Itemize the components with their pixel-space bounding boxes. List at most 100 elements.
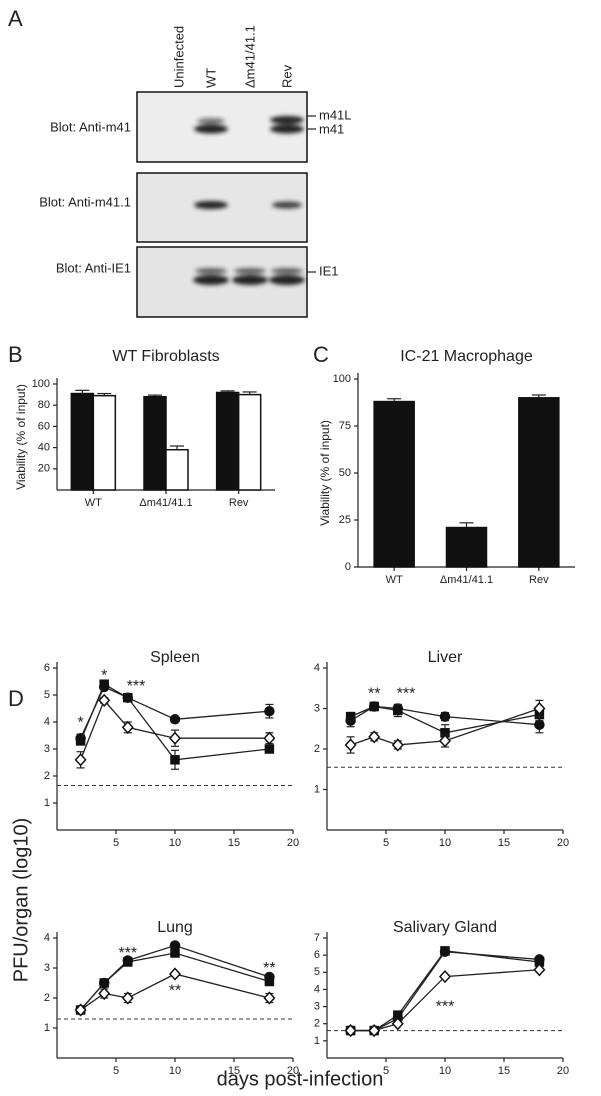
bar [70, 392, 95, 491]
x-tick-label: Δm41/41.1 [440, 574, 493, 586]
y-tick-label: 40 [38, 442, 50, 454]
y-tick-label: 100 [333, 373, 351, 385]
marker [263, 991, 276, 1005]
y-tick-label: 3 [314, 1000, 320, 1012]
marker [264, 744, 275, 754]
marker [170, 755, 180, 765]
significance: *** [118, 945, 137, 962]
y-tick-label: 5 [314, 966, 320, 978]
y-tick-label: 1 [44, 797, 50, 809]
band [272, 201, 302, 209]
marker [393, 705, 403, 716]
y-tick-label: 2 [314, 743, 320, 755]
band [197, 118, 225, 124]
band [234, 268, 266, 274]
x-tick-label: 15 [228, 1065, 240, 1077]
x-tick-label: Δm41/41.1 [139, 497, 192, 509]
band [232, 275, 268, 285]
y-axis-label: Viability (% of input) [14, 384, 28, 490]
marker [345, 711, 356, 722]
blot-label: Blot: Anti-m41.1 [39, 194, 131, 209]
x-tick-label: 15 [228, 837, 240, 849]
marker [368, 1023, 381, 1038]
marker [533, 701, 546, 716]
bar [445, 526, 488, 568]
band [269, 275, 305, 285]
band [270, 116, 304, 124]
significance: *** [397, 685, 416, 702]
y-tick-label: 80 [38, 399, 50, 411]
x-tick-label: WT [85, 497, 102, 509]
x-tick-label: 20 [287, 1065, 299, 1077]
lane-label: WT [203, 68, 218, 88]
series-line [350, 950, 540, 1032]
marker [98, 693, 111, 708]
series-line [350, 951, 540, 1032]
y-tick-label: 4 [314, 983, 320, 995]
bar [373, 400, 415, 568]
x-tick-label: WT [386, 574, 403, 586]
chart-title: Lung [157, 919, 193, 936]
marker [368, 730, 381, 744]
y-tick-label: 50 [339, 467, 351, 479]
marker [369, 701, 379, 712]
x-tick-label: 15 [498, 837, 510, 849]
y-tick-label: 4 [44, 716, 50, 728]
bar [237, 393, 262, 491]
marker [534, 719, 545, 730]
band-label: IE1 [319, 263, 339, 278]
y-tick-label: 6 [314, 949, 320, 961]
x-axis-label: days post-infection [217, 1068, 384, 1090]
marker [263, 731, 276, 745]
marker [438, 969, 452, 984]
band [195, 268, 227, 274]
blot [136, 91, 316, 318]
band-label: m41 [319, 121, 344, 136]
marker [123, 957, 133, 967]
y-tick-label: 1 [314, 1035, 320, 1047]
marker [391, 738, 404, 752]
marker [344, 1023, 357, 1038]
marker [533, 963, 546, 977]
significance: ** [169, 983, 181, 1000]
y-tick-label: 2 [44, 992, 50, 1004]
marker [74, 1003, 87, 1017]
marker [99, 978, 109, 988]
significance: *** [436, 998, 455, 1015]
marker [168, 731, 182, 745]
marker [121, 991, 134, 1005]
x-tick-label: 20 [557, 837, 569, 849]
bands [193, 116, 305, 285]
y-tick-label: 75 [339, 420, 351, 432]
chart-title: Salivary Gland [393, 919, 497, 936]
marker [264, 976, 275, 987]
band [193, 275, 229, 285]
y-tick-label: 4 [314, 662, 320, 674]
bar [215, 391, 240, 491]
x-tick-label: 20 [287, 837, 299, 849]
chart-title: Liver [428, 649, 463, 666]
x-tick-label: Rev [529, 574, 549, 586]
bar [165, 448, 189, 491]
marker [264, 705, 275, 717]
x-tick-label: 10 [439, 1065, 451, 1077]
y-tick-label: 25 [339, 514, 351, 526]
panel-letter: B [8, 342, 23, 367]
chart-title: Spleen [150, 649, 200, 666]
panel-letter: C [313, 342, 329, 367]
bar [518, 397, 560, 568]
panel-letter: A [8, 6, 23, 31]
marker [121, 720, 134, 735]
marker [344, 738, 357, 752]
x-tick-label: 5 [113, 1065, 119, 1077]
significance: ** [368, 685, 380, 702]
x-tick-label: 10 [439, 837, 451, 849]
x-tick-label: 10 [169, 837, 181, 849]
band [270, 124, 304, 134]
marker [439, 711, 451, 722]
y-axis-label: PFU/organ (log10) [10, 818, 32, 983]
significance: *** [127, 678, 146, 695]
marker [99, 679, 109, 689]
marker [168, 967, 182, 981]
marker [123, 692, 133, 703]
